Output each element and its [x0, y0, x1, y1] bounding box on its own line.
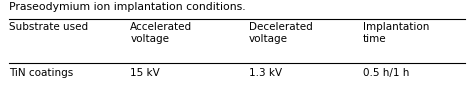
Text: Substrate used: Substrate used [9, 22, 89, 32]
Text: 15 kV: 15 kV [130, 68, 160, 78]
Text: Decelerated
voltage: Decelerated voltage [249, 22, 312, 44]
Text: 0.5 h/1 h: 0.5 h/1 h [363, 68, 409, 78]
Text: Praseodymium ion implantation conditions.: Praseodymium ion implantation conditions… [9, 2, 246, 12]
Text: TiN coatings: TiN coatings [9, 68, 74, 78]
Text: Implantation
time: Implantation time [363, 22, 429, 44]
Text: Accelerated
voltage: Accelerated voltage [130, 22, 192, 44]
Text: 1.3 kV: 1.3 kV [249, 68, 282, 78]
